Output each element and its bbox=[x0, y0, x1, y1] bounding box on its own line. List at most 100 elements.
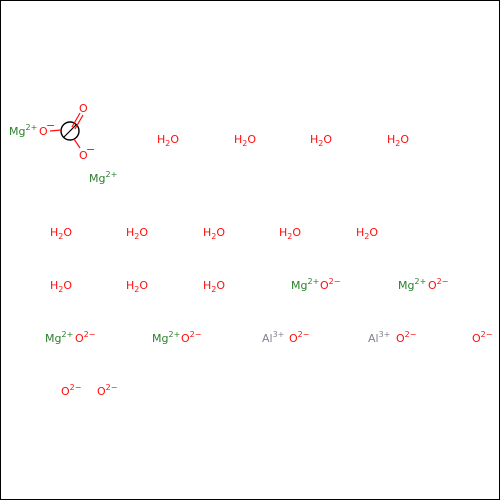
oxide-ion: O2− bbox=[320, 277, 340, 292]
element-symbol: O bbox=[400, 133, 409, 146]
charge-superscript: 2+ bbox=[307, 277, 319, 286]
charge-superscript: 2− bbox=[329, 277, 341, 286]
element-symbol: Mg bbox=[89, 172, 105, 185]
aluminium-ion: Al3+ bbox=[368, 330, 390, 345]
oxide-ion: O2− bbox=[97, 383, 117, 398]
charge-superscript: 2− bbox=[298, 330, 310, 339]
water-molecule: H2O bbox=[126, 226, 148, 241]
element-symbol: O bbox=[63, 279, 72, 292]
charge-superscript: 2− bbox=[84, 330, 96, 339]
element-symbol: O bbox=[97, 385, 106, 398]
carbon-atom bbox=[60, 121, 80, 141]
element-symbol: Mg bbox=[398, 279, 414, 292]
element-symbol: H bbox=[50, 279, 58, 292]
element-symbol: O bbox=[247, 133, 256, 146]
subscript: 2 bbox=[242, 139, 247, 148]
element-symbol: O bbox=[292, 226, 301, 239]
element-symbol: H bbox=[126, 226, 134, 239]
charge-superscript: 2− bbox=[481, 330, 493, 339]
subscript: 2 bbox=[395, 139, 400, 148]
element-symbol: O bbox=[63, 226, 72, 239]
element-symbol: H bbox=[387, 133, 395, 146]
charge-superscript: 3+ bbox=[379, 330, 391, 339]
oxygen-left: O bbox=[39, 125, 48, 138]
water-molecule: H2O bbox=[50, 279, 72, 294]
element-symbol: Al bbox=[368, 332, 379, 345]
element-symbol: O bbox=[181, 332, 190, 345]
element-symbol: Mg bbox=[45, 332, 61, 345]
subscript: 2 bbox=[58, 232, 63, 241]
element-symbol: O bbox=[216, 226, 225, 239]
oxide-ion: O2− bbox=[181, 330, 201, 345]
charge-superscript: 2+ bbox=[414, 277, 426, 286]
oxygen-bottom-charge: − bbox=[86, 143, 95, 156]
element-symbol: O bbox=[170, 133, 179, 146]
water-molecule: H2O bbox=[126, 279, 148, 294]
element-symbol: O bbox=[320, 279, 329, 292]
single-bond-left bbox=[49, 129, 62, 132]
element-symbol: O bbox=[323, 133, 332, 146]
single-bond-bottom bbox=[73, 138, 81, 149]
element-symbol: O bbox=[472, 332, 481, 345]
water-molecule: H2O bbox=[234, 133, 256, 148]
element-symbol: O bbox=[139, 226, 148, 239]
element-symbol: O bbox=[75, 332, 84, 345]
element-symbol: H bbox=[203, 226, 211, 239]
magnesium-ion: Mg2+ bbox=[398, 277, 426, 292]
element-symbol: Al bbox=[262, 332, 273, 345]
element-symbol: O bbox=[396, 332, 405, 345]
oxygen-left-charge: − bbox=[46, 119, 55, 132]
oxygen-double-bond: O bbox=[79, 102, 88, 115]
water-molecule: H2O bbox=[50, 226, 72, 241]
oxide-ion: O2− bbox=[428, 277, 448, 292]
water-molecule: H2O bbox=[387, 133, 409, 148]
aluminium-ion: Al3+ bbox=[262, 330, 284, 345]
subscript: 2 bbox=[134, 232, 139, 241]
water-molecule: H2O bbox=[279, 226, 301, 241]
charge-superscript: 2+ bbox=[105, 170, 117, 179]
element-symbol: O bbox=[139, 279, 148, 292]
water-molecule: H2O bbox=[157, 133, 179, 148]
charge-superscript: 2− bbox=[70, 383, 82, 392]
charge-superscript: 2− bbox=[106, 383, 118, 392]
element-symbol: Mg bbox=[9, 125, 25, 138]
charge-superscript: 2− bbox=[437, 277, 449, 286]
subscript: 2 bbox=[134, 285, 139, 294]
carbonate-ion: O O − O − bbox=[39, 102, 95, 162]
element-symbol: H bbox=[234, 133, 242, 146]
charge-superscript: 2− bbox=[405, 330, 417, 339]
element-symbol: O bbox=[61, 385, 70, 398]
element-symbol: Mg bbox=[152, 332, 168, 345]
magnesium-ion: Mg2+ bbox=[89, 170, 117, 185]
element-symbol: H bbox=[50, 226, 58, 239]
element-symbol: H bbox=[203, 279, 211, 292]
subscript: 2 bbox=[211, 285, 216, 294]
subscript: 2 bbox=[287, 232, 292, 241]
charge-superscript: 2− bbox=[190, 330, 202, 339]
magnesium-ion: Mg2+ bbox=[291, 277, 319, 292]
element-symbol: H bbox=[157, 133, 165, 146]
subscript: 2 bbox=[211, 232, 216, 241]
oxide-ion: O2− bbox=[289, 330, 309, 345]
subscript: 2 bbox=[318, 139, 323, 148]
carbon-bond-mark bbox=[63, 124, 77, 138]
charge-superscript: 2+ bbox=[61, 330, 73, 339]
water-molecule: H2O bbox=[356, 226, 378, 241]
charge-superscript: 2+ bbox=[25, 123, 37, 132]
charge-superscript: 3+ bbox=[273, 330, 285, 339]
double-bond-line-a bbox=[71, 112, 81, 128]
water-molecule: H2O bbox=[203, 279, 225, 294]
element-symbol: O bbox=[369, 226, 378, 239]
element-symbol: H bbox=[310, 133, 318, 146]
element-symbol: O bbox=[289, 332, 298, 345]
element-symbol: H bbox=[279, 226, 287, 239]
subscript: 2 bbox=[58, 285, 63, 294]
element-symbol: O bbox=[428, 279, 437, 292]
element-symbol: H bbox=[356, 226, 364, 239]
oxide-ion: O2− bbox=[61, 383, 81, 398]
element-symbol: O bbox=[216, 279, 225, 292]
